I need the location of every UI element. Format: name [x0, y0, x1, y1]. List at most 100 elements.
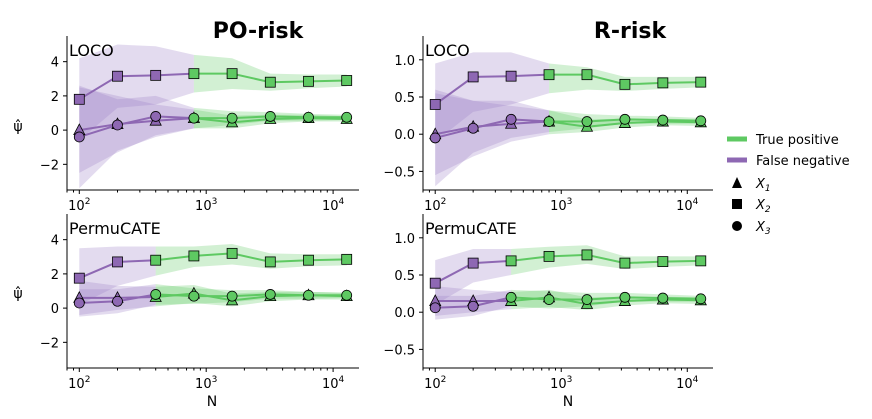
panel-label: LOCO: [425, 41, 470, 60]
x-tick-label: 103: [195, 197, 217, 214]
panel-r-permucate: −0.5 0.0 0.5 1.0 102 103 104 PermuCATE: [383, 214, 713, 392]
marker-x2-6: [657, 256, 669, 268]
marker-x2-5: [264, 256, 276, 268]
marker-x2-6: [303, 75, 314, 87]
x-tick-label: 102: [424, 375, 446, 392]
marker-x3-6: [303, 289, 314, 301]
x-tick-label: 104: [676, 375, 699, 392]
line-x2-false-negative: [78, 72, 194, 101]
x-axis-label-right: N: [563, 394, 573, 410]
marker-x3-0: [429, 302, 441, 314]
line-x1-false-negative: [79, 117, 194, 132]
legend-x1-label: X1: [755, 177, 771, 194]
band-x2-true-positive: [155, 243, 347, 276]
legend-x2-label: X2: [755, 198, 771, 215]
marker-x2-1: [112, 256, 123, 268]
legend-square-marker: [732, 199, 742, 209]
y-tick-label: 0.5: [394, 91, 415, 106]
x-tick-label: 104: [676, 197, 699, 214]
line-x3-true-positive: [155, 293, 347, 298]
marker-x2-6: [657, 77, 669, 89]
marker-x2-0: [73, 93, 85, 105]
line-x2-false-negative: [434, 73, 550, 106]
marker-x3-3: [188, 290, 200, 302]
line-x2-true-positive: [510, 253, 701, 265]
line-x1-false-negative: [435, 120, 550, 136]
panel-po-permucate: −2 0 2 4 102 103 104 PermuCATE: [40, 214, 359, 392]
marker-x2-1: [467, 257, 479, 269]
y-tick-label: 0: [51, 124, 59, 139]
marker-x2-2: [150, 69, 162, 81]
x-tick-label: 102: [68, 197, 90, 214]
marker-x3-4: [226, 112, 238, 124]
y-tick-label: 1.0: [394, 232, 415, 247]
marker-x2-3: [188, 68, 200, 80]
marker-x3-0: [429, 132, 441, 144]
x-tick-label: 104: [322, 197, 345, 214]
marker-x2-2: [505, 255, 517, 267]
marker-x3-2: [150, 289, 162, 300]
po-risk-title: PO-risk: [213, 19, 305, 44]
marker-x3-1: [112, 119, 123, 131]
legend: True positive False negative X1 X2 X3: [727, 133, 850, 237]
marker-x3-4: [581, 294, 593, 305]
x-axis-label-left: N: [207, 394, 217, 410]
marker-x3-1: [467, 300, 479, 312]
band-x1-true-positive: [511, 289, 701, 310]
legend-x3-label: X3: [755, 220, 771, 237]
line-x3-true-positive: [511, 296, 701, 301]
marker-x3-4: [226, 290, 238, 302]
marker-x2-1: [467, 71, 479, 83]
x-tick-label: 104: [322, 375, 345, 392]
panel-label: PermuCATE: [69, 219, 161, 238]
marker-x3-1: [112, 295, 123, 307]
panel-po-loco: −2 0 2 4 102 103 104 LOCO: [40, 36, 359, 214]
band-x2-false-negative: [79, 44, 194, 141]
y-tick-label: 0: [51, 302, 59, 317]
marker-x2-7: [341, 253, 353, 265]
marker-x3-3: [543, 294, 555, 305]
marker-x2-2: [505, 70, 517, 82]
marker-x2-4: [226, 68, 238, 80]
band-x1-false-negative: [435, 93, 550, 176]
marker-x2-4: [581, 69, 593, 81]
legend-false-negative-label: False negative: [756, 154, 850, 169]
marker-x3-3: [188, 112, 200, 124]
line-x3-false-negative: [434, 118, 550, 139]
r-risk-title: R-risk: [594, 19, 668, 44]
marker-x3-1: [467, 122, 479, 134]
marker-x3-0: [73, 131, 85, 143]
marker-x2-7: [341, 75, 353, 86]
legend-circle-marker: [732, 221, 742, 231]
y-tick-label: −2: [40, 336, 59, 351]
band-x3-false-negative: [79, 85, 194, 189]
marker-x2-0: [429, 277, 441, 289]
marker-x2-0: [429, 99, 441, 110]
legend-true-positive-label: True positive: [755, 133, 839, 148]
marker-x3-2: [505, 113, 517, 125]
legend-triangle-marker: [732, 177, 742, 188]
band-x3-false-negative: [435, 89, 550, 187]
line-x1-true-positive: [510, 296, 701, 306]
y-tick-label: 4: [51, 234, 59, 249]
marker-x3-7: [341, 111, 353, 123]
marker-x3-6: [303, 111, 314, 123]
marker-x2-5: [619, 257, 631, 269]
marker-x3-6: [657, 292, 669, 304]
x-tick-label: 102: [424, 197, 446, 214]
marker-x3-7: [695, 293, 707, 305]
marker-x3-7: [341, 289, 353, 301]
y-tick-label: 2: [51, 90, 59, 105]
marker-x3-0: [73, 297, 85, 309]
marker-x3-3: [543, 116, 555, 127]
y-tick-label: 4: [51, 56, 59, 71]
y-tick-label: −0.5: [383, 343, 415, 358]
y-tick-label: −0.5: [383, 165, 415, 180]
marker-x2-5: [619, 78, 631, 90]
y-axis-label-top: ψ̂: [13, 119, 22, 135]
marker-x2-6: [303, 254, 314, 266]
panel-r-loco: −0.5 0.0 0.5 1.0 102 103 104 LOCO: [383, 36, 713, 214]
band-x1-false-negative: [79, 87, 194, 173]
y-tick-label: 1.0: [394, 54, 415, 69]
